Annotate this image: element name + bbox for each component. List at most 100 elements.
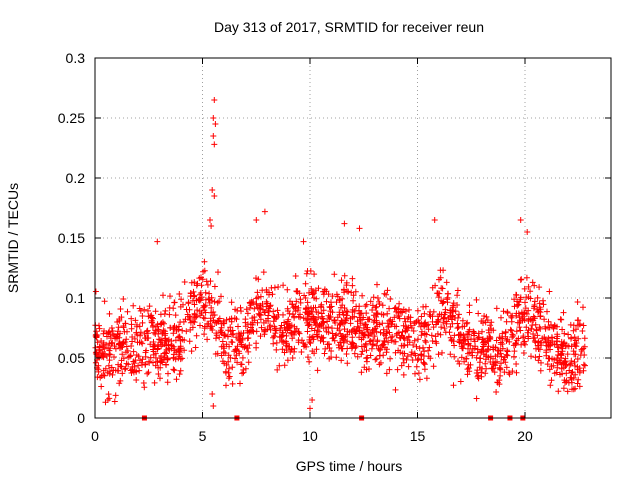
data-point [569,369,576,375]
data-point [147,354,154,361]
data-point [157,359,164,366]
data-point [562,355,569,362]
data-point [570,375,577,381]
data-point [209,391,216,397]
data-point [563,370,570,377]
data-point [260,319,267,326]
data-point [575,376,582,383]
data-point [358,369,365,376]
data-point [447,313,454,320]
data-point [559,326,566,333]
data-point [464,319,471,326]
data-point [525,327,532,334]
data-point [289,335,296,342]
data-point [557,371,563,378]
data-point [324,341,331,348]
data-point [350,297,357,304]
data-point [496,334,503,341]
data-point [155,328,162,335]
data-point [176,334,183,341]
data-point [566,362,573,368]
data-point [386,305,393,312]
data-point [580,322,587,329]
data-point [461,341,468,348]
data-point [476,364,483,371]
data-point [118,363,125,370]
data-point [320,288,326,295]
data-point [141,306,148,313]
data-point [253,300,260,307]
data-point [384,320,391,327]
data-point [111,343,118,349]
data-point [460,337,467,344]
data-point [528,326,535,332]
data-point [308,285,315,292]
data-point [192,344,199,351]
data-point [437,331,444,338]
data-point [321,350,328,357]
data-point [518,276,525,283]
data-point [354,353,361,360]
data-point [271,333,278,339]
data-point [373,303,380,310]
data-point [155,336,162,343]
data-point [264,300,271,307]
data-point [198,274,204,281]
data-point [496,381,503,388]
data-point [379,320,386,327]
data-point [572,371,579,378]
data-point [568,343,575,350]
data-point [416,376,423,383]
data-point [289,301,296,308]
data-point [127,367,134,374]
data-point [510,332,517,339]
data-point [137,332,144,339]
data-point [124,347,131,354]
data-point [106,340,113,347]
data-point [363,326,370,333]
data-point [444,290,451,297]
data-point [366,338,373,345]
data-point [257,302,264,309]
data-point [187,293,194,300]
data-point [198,282,205,289]
data-point [257,316,264,323]
data-point [567,321,574,328]
data-point [239,354,246,361]
data-point [212,121,219,127]
data-point [171,326,177,333]
x-tick-label: 5 [199,428,207,444]
data-point [339,302,346,309]
data-point [229,339,236,346]
data-point [404,327,411,334]
data-point [248,324,254,331]
data-point [94,351,101,358]
data-point [234,343,241,350]
data-point [201,267,208,274]
data-point [513,361,520,367]
data-point [306,358,313,365]
data-point [336,297,343,304]
data-point [575,322,581,329]
data-point [349,334,356,341]
data-point [343,351,350,357]
data-point [153,323,160,330]
data-point [549,334,556,341]
data-point [385,339,392,346]
data-point [343,312,350,319]
data-point [505,369,512,376]
data-point [105,362,112,369]
data-point [540,301,547,308]
data-point [253,295,260,302]
data-point [374,281,380,288]
data-point [302,280,309,287]
data-point [187,326,194,333]
data-point [302,341,308,348]
data-point [170,330,177,337]
data-point [532,339,539,346]
data-point [258,324,265,331]
data-point [386,329,393,336]
data-point [429,318,436,325]
data-point [147,341,154,348]
